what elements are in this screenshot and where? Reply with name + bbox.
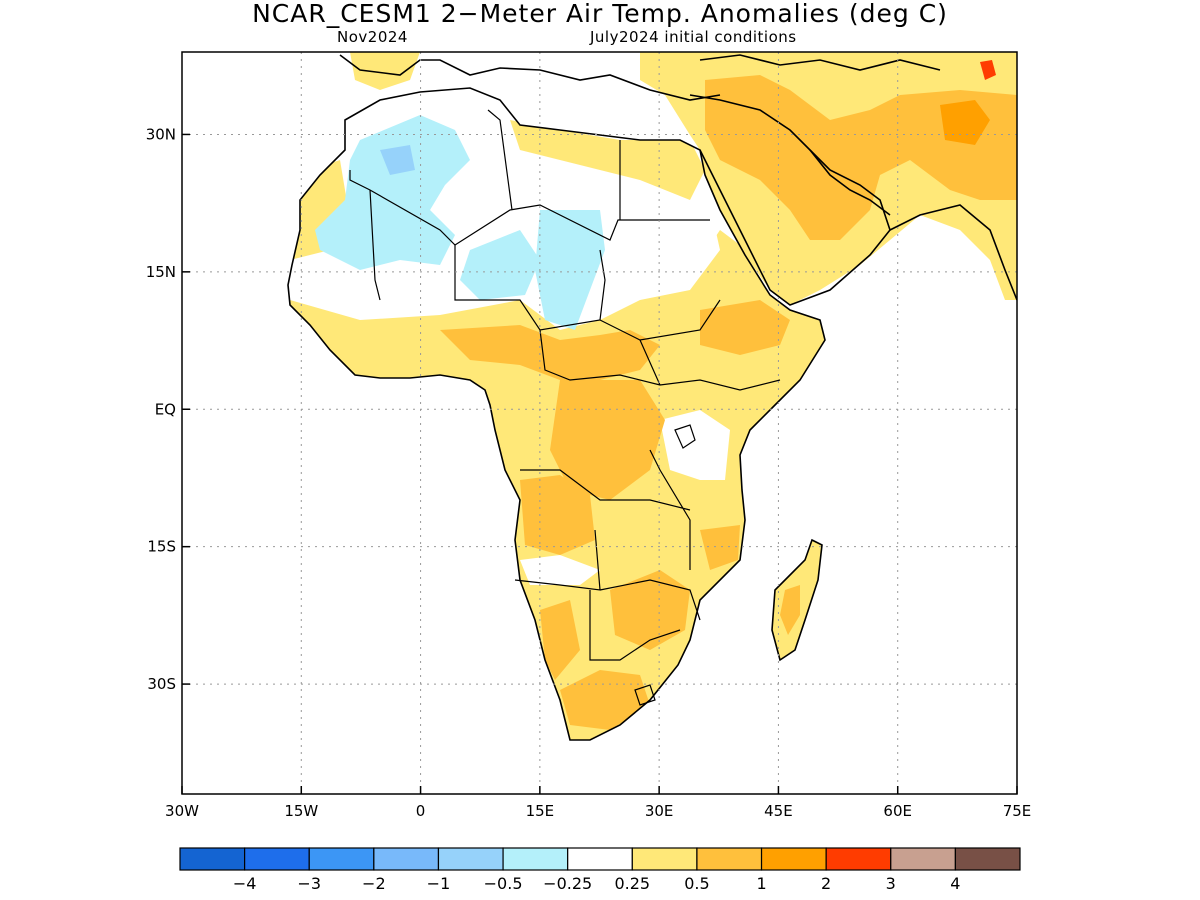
colorbar-swatch [696, 847, 763, 871]
madagascar-coastline [771, 538, 823, 662]
y-tick-label: 30N [146, 125, 176, 143]
country-borders-north [349, 109, 710, 301]
y-tick-label: EQ [155, 400, 176, 418]
colorbar-label: −2 [362, 874, 386, 893]
anomaly-area-mozambique-orange [700, 525, 740, 570]
colorbar-label: 0.25 [614, 874, 650, 893]
y-axis: 30N 15N EQ 15S 30S [146, 125, 190, 693]
anomaly-area-angola-orange [520, 475, 595, 555]
anomaly-area-chad-cool [535, 210, 605, 330]
y-tick-label: 15S [147, 538, 176, 556]
colorbar-label: 1 [756, 874, 766, 893]
colorbar-swatch [631, 847, 698, 871]
colorbar-swatch [244, 847, 310, 871]
colorbar-swatch [437, 847, 504, 871]
colorbar-swatch [954, 847, 1021, 871]
anomaly-area-algeria-cooler [380, 145, 415, 175]
x-tick-label: 15E [526, 802, 555, 820]
black-sea-coast [699, 54, 941, 71]
x-axis: 30W 15W 0 15E 30E 45E 60E 75E [165, 786, 1031, 820]
x-tick-label: 45E [764, 802, 793, 820]
colorbar-label: 2 [821, 874, 831, 893]
x-tick-label: 15W [284, 802, 318, 820]
africa-coastline [287, 87, 826, 741]
anomaly-area-mediterranean [350, 52, 420, 90]
colorbar-swatch [567, 847, 633, 871]
x-tick-label: 60E [883, 802, 912, 820]
anomaly-area-sahara-cool [315, 115, 470, 270]
anomaly-area-east-neutral [660, 410, 730, 480]
colorbar-swatch [502, 847, 569, 871]
colorbar-swatch [890, 847, 956, 871]
map-title: NCAR_CESM1 2−Meter Air Temp. Anomalies (… [252, 0, 948, 28]
mediterranean-north-coast [339, 54, 721, 101]
colorbar-label: −1 [427, 874, 451, 893]
x-tick-label: 30W [165, 802, 199, 820]
colorbar-swatch [179, 847, 246, 871]
coastlines [287, 54, 1017, 741]
colorbar-swatch [308, 847, 375, 871]
plot-frame [181, 51, 1018, 795]
x-tick-label: 30E [645, 802, 674, 820]
anomaly-area-sahara-neutral [600, 205, 720, 300]
anomaly-area-southafrica-orange [560, 670, 650, 730]
anomaly-area-ethiopia-orange [700, 300, 790, 355]
lesotho-border [634, 684, 656, 706]
anomaly-area-sahel-orange [440, 325, 660, 380]
colorbar-swatch [825, 847, 892, 871]
persian-gulf-coastline [809, 149, 891, 216]
anomaly-area-namibia-orange [540, 600, 580, 680]
colorbar-label: −4 [233, 874, 257, 893]
colorbar-label: −0.25 [543, 874, 592, 893]
arabia-coastline [689, 94, 891, 306]
x-tick-label: 75E [1003, 802, 1032, 820]
lat-lon-grid [182, 52, 1017, 794]
anomaly-area-asia-dark [940, 100, 990, 145]
colorbar: −4 −3 −2 −1 −0.5 −0.25 0.25 0.5 1 2 3 4 [179, 847, 1021, 893]
anomaly-area-congo-orange [550, 380, 665, 500]
colorbar-label: 3 [886, 874, 896, 893]
y-tick-label: 15N [146, 263, 176, 281]
country-borders-south [514, 449, 701, 661]
anomaly-area-asia-red [980, 60, 996, 80]
asia-coastline [889, 204, 1017, 301]
colorbar-label: 4 [950, 874, 960, 893]
anomaly-area-arabia-orange [705, 75, 1017, 240]
y-tick-label: 30S [147, 675, 176, 693]
anomaly-area-madagascar-core [780, 585, 800, 635]
country-borders-central [454, 245, 781, 391]
colorbar-swatch [373, 847, 440, 871]
x-tick-label: 0 [416, 802, 426, 820]
colorbar-label: −3 [297, 874, 321, 893]
colorbar-swatch [760, 847, 827, 871]
initial-conditions: July2024 initial conditions [590, 28, 797, 46]
forecast-month: Nov2024 [337, 28, 408, 46]
colorbar-label: 0.5 [684, 874, 709, 893]
lake-victoria [674, 424, 696, 449]
anomaly-area-zimbabwe-orange [610, 570, 690, 650]
anomaly-area-niger-cool [460, 230, 540, 300]
colorbar-label: −0.5 [484, 874, 523, 893]
